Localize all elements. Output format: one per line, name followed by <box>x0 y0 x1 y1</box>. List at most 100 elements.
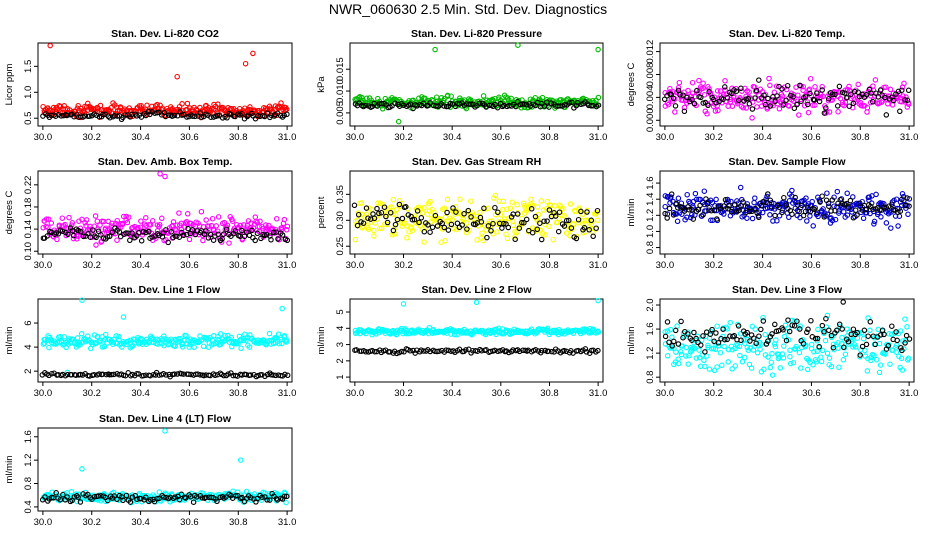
data-point <box>70 235 77 242</box>
data-point <box>883 112 890 118</box>
data-point <box>819 347 826 354</box>
data-point <box>514 202 520 208</box>
data-point <box>893 349 900 355</box>
data-point <box>119 220 126 227</box>
data-point <box>561 213 567 219</box>
data-point <box>171 112 178 119</box>
data-point <box>70 232 77 239</box>
x-tick-label: 30.4 <box>131 388 150 399</box>
data-point-outlier <box>157 171 163 177</box>
data-point <box>420 100 427 107</box>
data-point <box>887 86 894 93</box>
data-point <box>694 87 700 94</box>
data-point <box>823 197 830 204</box>
x-tick-label: 30.8 <box>229 132 248 143</box>
data-point <box>444 196 451 203</box>
data-point <box>765 191 771 197</box>
data-point <box>248 220 254 226</box>
data-point <box>684 214 690 221</box>
x-tick-label: 30.0 <box>34 132 53 143</box>
data-point <box>516 225 523 231</box>
data-point <box>573 235 580 242</box>
x-tick-label: 31.0 <box>278 260 297 271</box>
data-point <box>129 230 135 236</box>
data-point <box>588 217 595 224</box>
data-point <box>899 191 906 197</box>
data-point <box>834 103 841 109</box>
data-point <box>439 220 445 227</box>
data-point <box>378 209 385 216</box>
data-point <box>125 214 132 220</box>
data-point <box>904 97 911 103</box>
data-point <box>804 366 811 373</box>
data-point <box>561 102 568 108</box>
data-point <box>284 223 291 230</box>
data-point <box>807 90 813 97</box>
data-point <box>692 190 699 197</box>
y-tick-label: 2 <box>23 369 34 374</box>
data-point <box>671 338 677 345</box>
data-point <box>756 214 762 221</box>
data-point <box>700 80 706 87</box>
data-point <box>226 240 232 246</box>
data-point <box>492 101 498 108</box>
series-reference <box>352 346 601 357</box>
data-point <box>109 220 115 227</box>
data-point <box>446 221 453 228</box>
data-point <box>429 224 436 231</box>
data-point <box>892 213 899 219</box>
data-point-outlier <box>595 46 601 53</box>
x-tick-label: 30.6 <box>802 388 821 399</box>
data-point <box>138 103 144 109</box>
data-point <box>696 347 702 353</box>
data-point <box>448 221 455 228</box>
x-tick-label: 30.2 <box>82 517 101 528</box>
data-point <box>261 113 268 120</box>
data-point <box>889 102 896 108</box>
panel-4: Stan. Dev. Amb. Box Temp. degrees C 30.0 30… <box>4 156 296 271</box>
data-point <box>387 209 394 216</box>
data-point <box>732 202 738 208</box>
x-tick-label: 30.2 <box>704 388 723 399</box>
data-point <box>726 203 732 209</box>
data-point <box>787 353 793 360</box>
data-point <box>846 103 853 109</box>
data-point <box>590 233 596 240</box>
data-point <box>404 223 411 229</box>
data-point <box>901 80 907 87</box>
y-tick-label: 5 <box>335 309 346 314</box>
data-point <box>263 222 269 228</box>
data-point <box>281 216 288 223</box>
x-tick-label: 30.4 <box>443 260 462 271</box>
data-point <box>534 204 541 210</box>
data-point <box>107 114 113 121</box>
data-point <box>444 209 450 216</box>
data-point <box>537 220 543 226</box>
y-tick-label: 0.010 <box>335 79 346 103</box>
data-point <box>480 93 487 99</box>
data-point <box>179 101 185 107</box>
panel-6: Stan. Dev. Sample Flow ml/min 30.0 30.2 30.4… <box>626 156 918 271</box>
data-point <box>899 87 905 93</box>
data-point-outlier <box>174 73 180 80</box>
data-point <box>425 222 431 228</box>
data-point <box>146 228 152 235</box>
data-point <box>209 215 216 222</box>
data-point <box>232 228 239 234</box>
x-tick-label: 30.8 <box>229 260 248 271</box>
data-point <box>229 106 235 112</box>
data-point <box>394 216 401 223</box>
data-point <box>374 205 380 212</box>
series-reference <box>351 201 601 243</box>
data-point <box>673 349 679 355</box>
data-point <box>523 216 530 223</box>
data-point <box>713 196 719 203</box>
data-point <box>698 94 704 101</box>
panel-8: Stan. Dev. Line 2 Flow ml/min 30.0 30.2 30.4… <box>316 284 607 399</box>
data-point <box>432 212 439 219</box>
x-tick-label: 30.6 <box>492 388 511 399</box>
panel-title: Stan. Dev. Gas Stream RH <box>412 156 541 168</box>
data-point <box>702 349 708 355</box>
data-point <box>796 208 802 215</box>
data-point <box>224 115 230 121</box>
